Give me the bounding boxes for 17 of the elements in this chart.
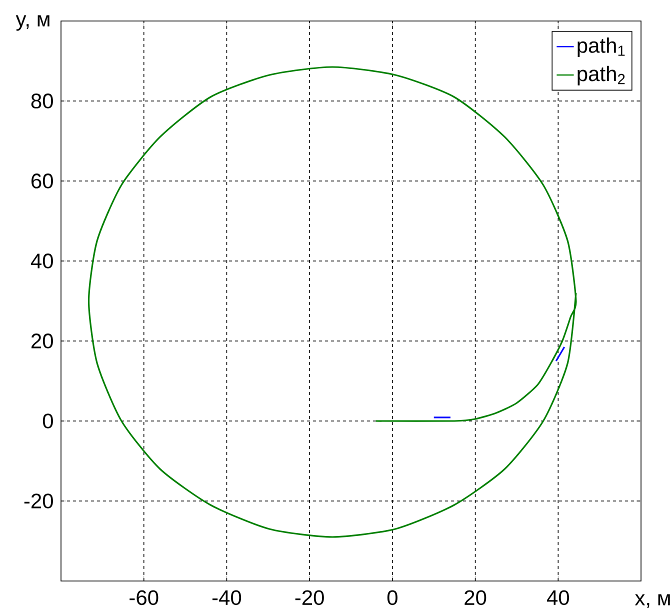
x-axis-title: x, м <box>634 594 670 608</box>
legend-label: path$_{1}$ <box>578 37 625 58</box>
y-tick-label: 60 <box>32 174 53 188</box>
x-tick-label: -60 <box>130 590 158 606</box>
x-tick-label: 40 <box>546 590 570 606</box>
x-tick-label: 0 <box>387 590 398 606</box>
y-tick-label: 40 <box>30 254 53 268</box>
x-tick-label: -40 <box>212 590 242 606</box>
x-tick-label: -20 <box>295 590 324 606</box>
y-tick-label: 80 <box>31 94 53 108</box>
y-axis-title: y, м <box>16 15 50 31</box>
y-tick-label: -20 <box>24 494 53 508</box>
y-tick-label: 20 <box>31 334 53 348</box>
x-tick-label: 20 <box>464 590 486 606</box>
line-series <box>88 66 577 538</box>
y-tick-label: 0 <box>42 414 53 428</box>
legend-label: path$_{2}$ <box>578 66 625 86</box>
